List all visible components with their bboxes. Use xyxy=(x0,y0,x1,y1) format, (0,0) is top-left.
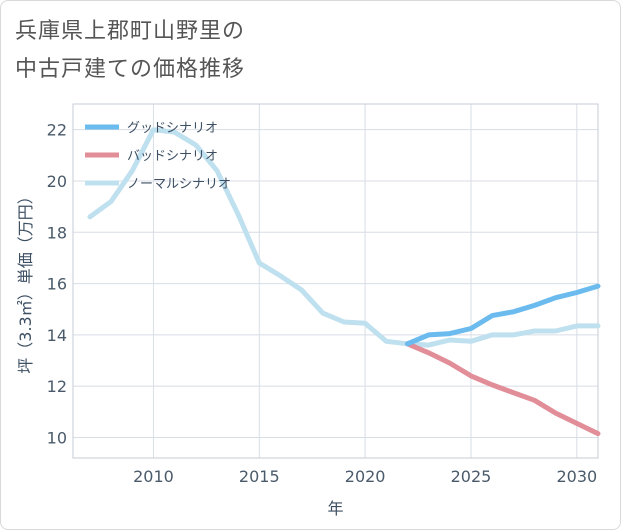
y-tick-label: 12 xyxy=(47,377,67,396)
x-tick-label: 2020 xyxy=(345,467,386,486)
y-tick-label: 14 xyxy=(47,326,67,345)
x-tick-label: 2015 xyxy=(239,467,280,486)
legend-label: グッドシナリオ xyxy=(127,121,218,136)
series-line-0 xyxy=(405,283,601,347)
y-axis-title: 坪（3.3㎡）単価（万円） xyxy=(16,188,35,373)
x-tick-label: 2030 xyxy=(556,467,597,486)
y-tick-label: 16 xyxy=(47,275,67,294)
series-line-1 xyxy=(405,341,601,437)
x-tick-label: 2025 xyxy=(451,467,492,486)
y-tick-label: 22 xyxy=(47,121,67,140)
series-lines xyxy=(87,127,601,437)
legend-label: バッドシナリオ xyxy=(127,149,218,164)
y-tick-label: 18 xyxy=(47,223,67,242)
chart-title-line-2: 中古戸建ての価格推移 xyxy=(15,57,246,82)
tick-labels: 2010 2015 2020 2025 2030 10 12 14 16 18 20 22 xyxy=(47,121,598,486)
plot-area xyxy=(72,103,599,459)
x-axis-title: 年 xyxy=(327,499,343,518)
chart-title-line-1: 兵庫県上郡町山野里の xyxy=(15,19,246,44)
y-tick-label: 10 xyxy=(47,428,67,447)
chart-title: 兵庫県上郡町山野里の 中古戸建ての価格推移 xyxy=(15,13,245,89)
series-line-2 xyxy=(87,127,601,348)
y-tick-label: 20 xyxy=(47,172,67,191)
legend-label: ノーマルシナリオ xyxy=(127,177,231,192)
x-tick-label: 2010 xyxy=(133,467,174,486)
